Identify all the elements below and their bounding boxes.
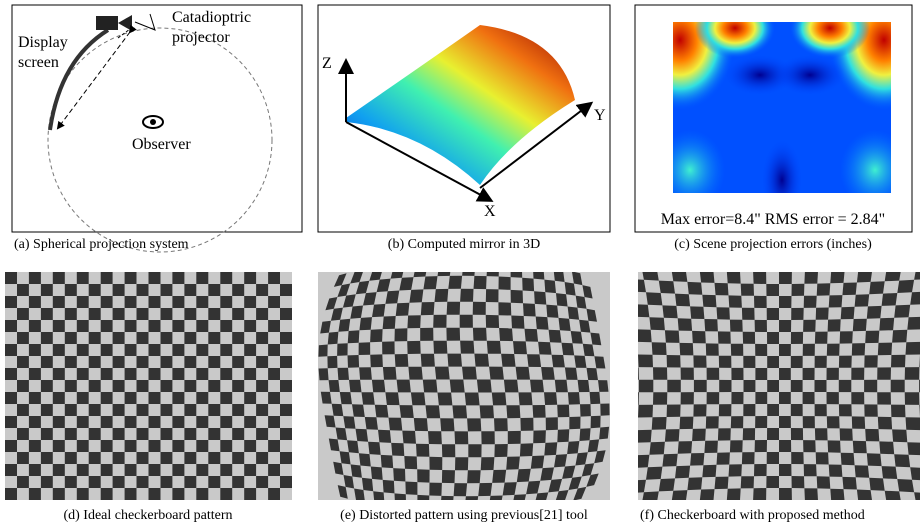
caption: (d) Ideal checkerboard pattern [63, 508, 232, 523]
caption: (e) Distorted pattern using previous[21]… [340, 508, 588, 523]
projection-ray [58, 32, 130, 128]
axis-label: Y [594, 107, 606, 124]
panel-a: Display screen Catadioptric projector Ob… [12, 5, 302, 252]
label: projector [172, 29, 230, 46]
figure: Display screen Catadioptric projector Ob… [0, 0, 920, 527]
caption: (f) Checkerboard with proposed method [640, 508, 865, 523]
page: {"panels": [ {"caption": "(a) Spherical … [0, 0, 920, 527]
checkerboard [5, 272, 292, 500]
panel-c: Max error=8.4" RMS error = 2.84" [625, 0, 920, 232]
panel-b: Z Y X [318, 5, 610, 232]
mirror [135, 14, 155, 30]
caption: (b) Computed mirror in 3D [388, 237, 540, 252]
error-text: Max error=8.4" RMS error = 2.84" [661, 211, 885, 228]
label: Catadioptric [172, 9, 251, 26]
label: screen [18, 54, 59, 71]
axis-label: X [484, 203, 496, 220]
caption: (a) Spherical projection system [14, 237, 189, 252]
checkerboard [610, 265, 920, 507]
checkerboards [5, 263, 920, 509]
caption: (c) Scene projection errors (inches) [674, 237, 872, 252]
error-map [625, 0, 920, 220]
projector-icon [96, 16, 118, 30]
eye-pupil [150, 119, 156, 125]
checkerboard [318, 263, 610, 509]
label: Observer [132, 136, 191, 153]
mirror-surface [346, 25, 575, 185]
axis-label: Z [322, 55, 332, 72]
label: Display [18, 34, 68, 51]
